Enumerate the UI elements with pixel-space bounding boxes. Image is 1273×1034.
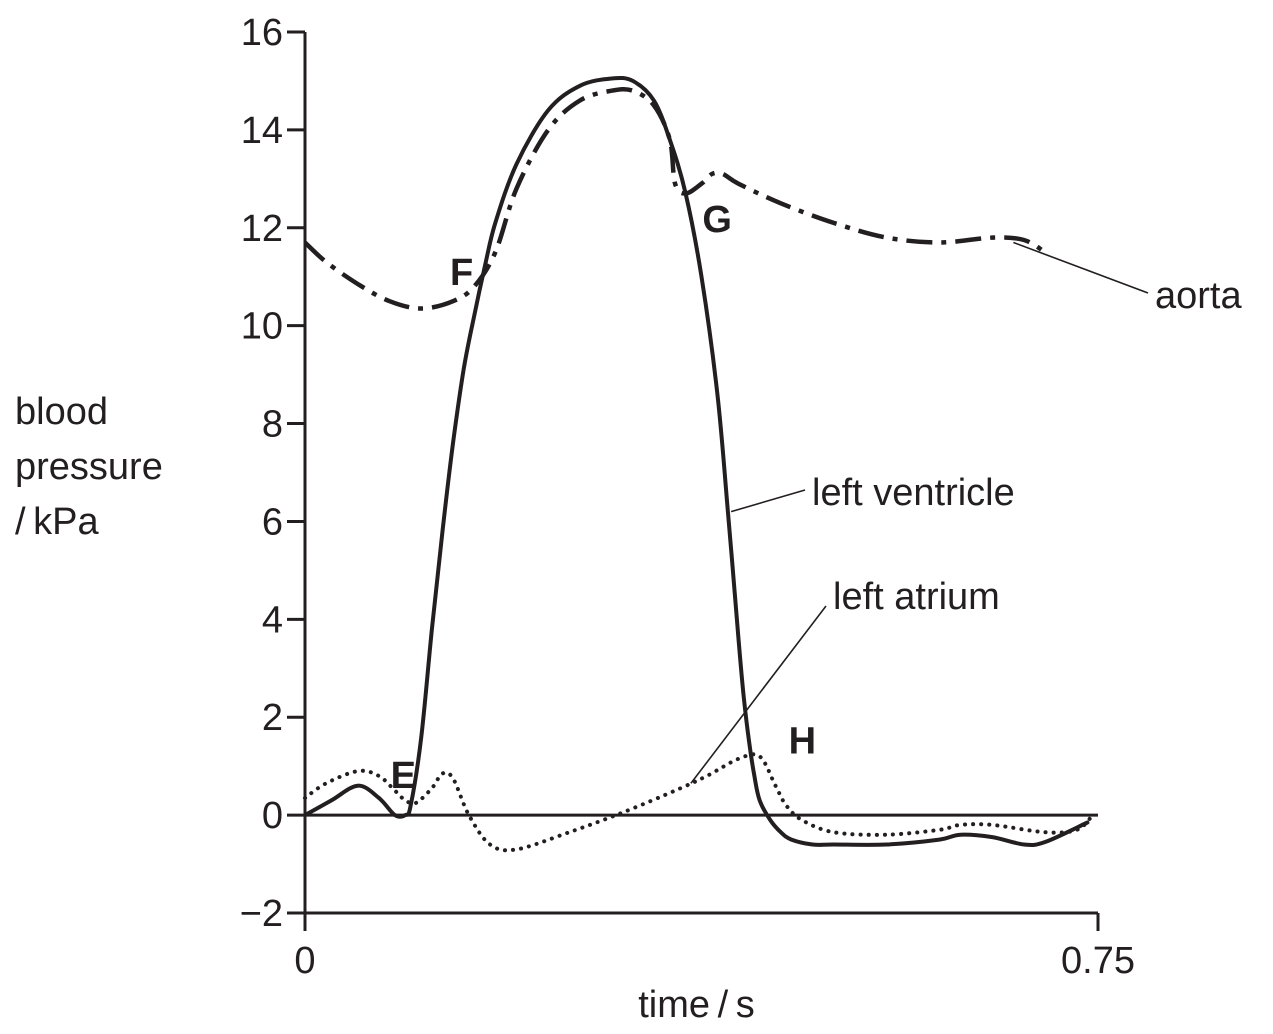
series-line-aorta <box>303 86 1047 311</box>
point-label-H: H <box>789 720 816 762</box>
leader-line-left-ventricle <box>730 489 806 513</box>
series-label-aorta: aorta <box>1155 275 1242 317</box>
series-line-left-ventricle <box>303 75 1090 848</box>
axes-layer: −2 0 2 4 6 8 10 12 14 16 0 0.75 time / s blood pressur… <box>15 12 1135 1026</box>
point-label-E: E <box>391 755 416 797</box>
leader-line-aorta <box>1013 241 1149 294</box>
y-tick-label: 12 <box>241 208 283 250</box>
y-axis-title-line: blood <box>15 391 108 433</box>
y-tick-label: 14 <box>241 110 283 152</box>
y-axis-title-line: / kPa <box>15 501 100 543</box>
labels-layer: aorta left ventricle left atrium E F G H <box>391 199 1243 797</box>
series-label-left-atrium: left atrium <box>833 576 1000 618</box>
y-axis-title-line: pressure <box>15 446 163 488</box>
y-tick-label: 2 <box>262 697 283 739</box>
series-line-left-atrium <box>303 752 1095 853</box>
y-tick-label: 4 <box>262 599 283 641</box>
series-layer <box>303 75 1095 853</box>
series-label-left-ventricle: left ventricle <box>812 472 1015 514</box>
x-tick-label: 0 <box>294 940 315 982</box>
y-tick-label: 0 <box>262 795 283 837</box>
y-tick-label: −2 <box>240 893 283 935</box>
y-tick-label: 10 <box>241 306 283 348</box>
y-tick-label: 8 <box>262 404 283 446</box>
y-tick-label: 6 <box>262 501 283 543</box>
y-tick-label: 16 <box>241 12 283 54</box>
leader-line-left-atrium <box>690 605 827 784</box>
point-label-G: G <box>702 199 732 241</box>
x-tick-label: 0.75 <box>1061 940 1135 982</box>
point-label-F: F <box>450 252 473 294</box>
x-axis-title: time / s <box>638 984 755 1026</box>
